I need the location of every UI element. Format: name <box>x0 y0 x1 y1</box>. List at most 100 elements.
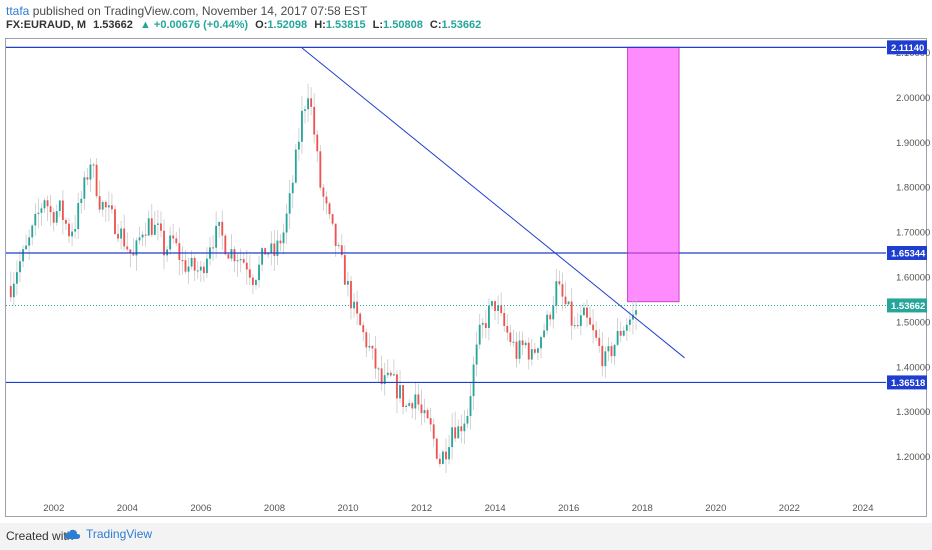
candle-body <box>239 259 242 261</box>
ohlc-legend: FX:EURAUD, M 1.53662 ▲ +0.00676 (+0.44%)… <box>6 19 481 31</box>
close-value: 1.53662 <box>441 19 482 31</box>
candle-body <box>297 141 300 150</box>
candle-body <box>334 223 337 246</box>
candle-body <box>31 225 34 238</box>
symbol-label[interactable]: FX:EURAUD, M <box>6 19 87 31</box>
candle-body <box>184 260 187 272</box>
last-price-label: 1.53662 <box>891 301 925 312</box>
candle-body <box>503 312 506 326</box>
candle-body <box>251 277 254 285</box>
y-tick-label: 1.80000 <box>896 183 930 194</box>
high-label: H: <box>314 19 326 31</box>
candle-body <box>576 325 579 327</box>
candle-body <box>374 348 377 369</box>
candle-body <box>392 374 395 376</box>
tradingview-logo[interactable]: TradingView <box>64 527 152 541</box>
candle-body <box>49 206 52 213</box>
candle-body <box>236 260 239 262</box>
open-value: 1.52098 <box>267 19 308 31</box>
candle-body <box>242 259 245 263</box>
candle-body <box>411 403 414 409</box>
publish-info: published on TradingView.com, November 1… <box>32 4 368 18</box>
candle-body <box>224 235 227 255</box>
candle-body <box>144 234 147 236</box>
candle-body <box>61 200 64 221</box>
candle-body <box>475 344 478 365</box>
candle-body <box>153 224 156 235</box>
candle-body <box>589 317 591 325</box>
candle-body <box>58 200 61 212</box>
candle-body <box>564 296 567 305</box>
candle-body <box>616 331 619 345</box>
candle-body <box>331 214 334 224</box>
candle-body <box>227 254 230 259</box>
candle-body <box>592 324 595 331</box>
candle-body <box>417 394 420 405</box>
candle-body <box>582 307 585 316</box>
candle-body <box>356 301 359 314</box>
price-level-tag <box>887 245 927 260</box>
candle-body <box>601 345 604 367</box>
candle-body <box>291 182 294 194</box>
y-tick-label: 2.00000 <box>896 93 930 104</box>
candle-body <box>12 283 15 298</box>
candle-body <box>506 325 509 333</box>
candle-body <box>150 218 153 235</box>
candle-body <box>215 225 218 248</box>
candle-body <box>586 307 588 318</box>
candle-body <box>512 341 515 343</box>
author-link[interactable]: ttafa <box>6 4 30 18</box>
candle-body <box>558 281 561 285</box>
candle-body <box>604 351 607 367</box>
close-label: C: <box>429 19 442 31</box>
candle-body <box>371 345 374 349</box>
x-tick-label: 2024 <box>852 503 873 514</box>
candle-body <box>178 243 181 260</box>
y-tick-label: 1.50000 <box>896 317 930 328</box>
candle-body <box>77 202 80 230</box>
footer-bar: Created with TradingView <box>0 523 932 550</box>
candle-body <box>533 349 536 353</box>
candle-body <box>92 164 95 166</box>
price-level-tag <box>887 375 927 390</box>
candle-body <box>285 213 288 233</box>
candle-body <box>230 249 233 259</box>
candle-body <box>307 98 309 110</box>
candle-body <box>613 344 616 357</box>
candle-body <box>107 205 110 208</box>
candle-body <box>199 266 202 271</box>
candle-body <box>141 234 144 238</box>
candle-body <box>570 301 573 326</box>
candle-body <box>478 324 481 345</box>
candle-body <box>319 151 322 188</box>
price-level-label: 1.36518 <box>891 378 925 389</box>
candle-body <box>530 349 533 360</box>
candle-body <box>126 246 129 250</box>
candle-body <box>405 405 408 407</box>
x-tick-label: 2014 <box>485 503 506 514</box>
candle-body <box>101 201 104 210</box>
candle-body <box>555 281 558 306</box>
price-level-label: 1.65344 <box>891 248 926 259</box>
candle-body <box>524 342 527 346</box>
candle-body <box>65 220 67 224</box>
candle-body <box>212 247 214 249</box>
publish-line: ttafa published on TradingView.com, Nove… <box>6 4 367 18</box>
x-tick-label: 2010 <box>337 503 358 514</box>
candle-body <box>500 305 503 313</box>
candle-body <box>89 164 92 180</box>
candle-body <box>147 218 150 236</box>
x-tick-label: 2022 <box>779 503 800 514</box>
candle-body <box>258 264 260 281</box>
low-label: L: <box>372 19 384 31</box>
candle-body <box>518 340 521 359</box>
candle-body <box>301 110 303 142</box>
candle-body <box>156 223 159 225</box>
y-tick-label: 1.70000 <box>896 228 930 239</box>
candle-body <box>494 301 496 311</box>
price-chart[interactable]: 2002 2004 2006 2008 2010 2012 2014 2016 2018 2020… <box>0 0 932 523</box>
candle-body <box>28 237 31 246</box>
candle-body <box>380 368 383 385</box>
candle-body <box>52 212 55 223</box>
candle-body <box>74 229 77 232</box>
